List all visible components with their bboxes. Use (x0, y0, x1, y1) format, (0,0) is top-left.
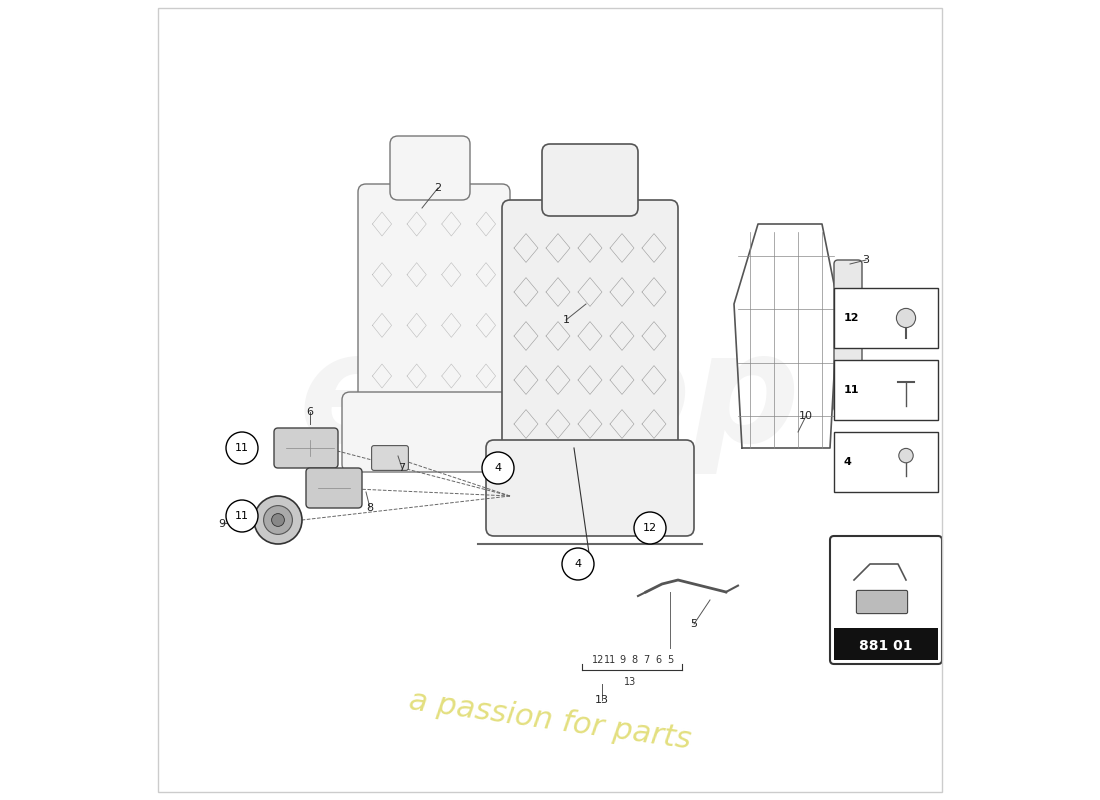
Text: 881 01: 881 01 (859, 638, 913, 653)
Text: 12: 12 (844, 313, 859, 323)
Text: 11: 11 (235, 511, 249, 521)
Circle shape (272, 514, 285, 526)
Text: 12: 12 (642, 523, 657, 533)
FancyBboxPatch shape (274, 428, 338, 468)
Circle shape (896, 309, 915, 328)
Circle shape (264, 506, 293, 534)
Circle shape (482, 452, 514, 484)
FancyBboxPatch shape (834, 628, 938, 660)
Text: 5: 5 (691, 619, 697, 629)
FancyBboxPatch shape (342, 392, 518, 472)
Text: 11: 11 (235, 443, 249, 453)
FancyBboxPatch shape (834, 260, 862, 412)
Text: 6: 6 (654, 655, 661, 665)
Text: 4: 4 (494, 463, 502, 473)
Text: 9: 9 (619, 655, 625, 665)
FancyBboxPatch shape (390, 136, 470, 200)
Text: 6: 6 (307, 407, 314, 417)
Circle shape (899, 448, 913, 462)
Text: 7: 7 (642, 655, 649, 665)
Text: 3: 3 (862, 255, 869, 265)
Circle shape (634, 512, 665, 544)
Text: 10: 10 (799, 411, 813, 421)
Circle shape (254, 496, 303, 544)
FancyBboxPatch shape (502, 200, 678, 456)
Circle shape (226, 432, 258, 464)
Circle shape (226, 500, 258, 532)
FancyBboxPatch shape (306, 468, 362, 508)
FancyBboxPatch shape (358, 184, 510, 408)
Text: 2: 2 (434, 183, 441, 193)
Text: 4: 4 (844, 457, 851, 467)
Text: 4: 4 (574, 559, 582, 569)
Text: 8: 8 (366, 503, 374, 513)
Text: 13: 13 (595, 695, 609, 705)
Text: europ: europ (299, 326, 801, 474)
FancyBboxPatch shape (834, 360, 938, 420)
Text: a passion for parts: a passion for parts (407, 686, 693, 754)
Text: 9: 9 (219, 519, 225, 529)
FancyBboxPatch shape (830, 536, 942, 664)
Text: 12: 12 (592, 655, 604, 665)
Text: 11: 11 (844, 385, 859, 395)
FancyBboxPatch shape (857, 590, 907, 614)
FancyBboxPatch shape (834, 432, 938, 492)
Text: 11: 11 (604, 655, 616, 665)
FancyBboxPatch shape (486, 440, 694, 536)
Text: 8: 8 (631, 655, 637, 665)
FancyBboxPatch shape (372, 446, 408, 470)
FancyBboxPatch shape (834, 288, 938, 348)
Text: 7: 7 (398, 463, 406, 473)
Text: 13: 13 (624, 677, 636, 686)
Text: 5: 5 (667, 655, 673, 665)
FancyBboxPatch shape (542, 144, 638, 216)
Circle shape (562, 548, 594, 580)
Text: 1: 1 (562, 315, 570, 325)
